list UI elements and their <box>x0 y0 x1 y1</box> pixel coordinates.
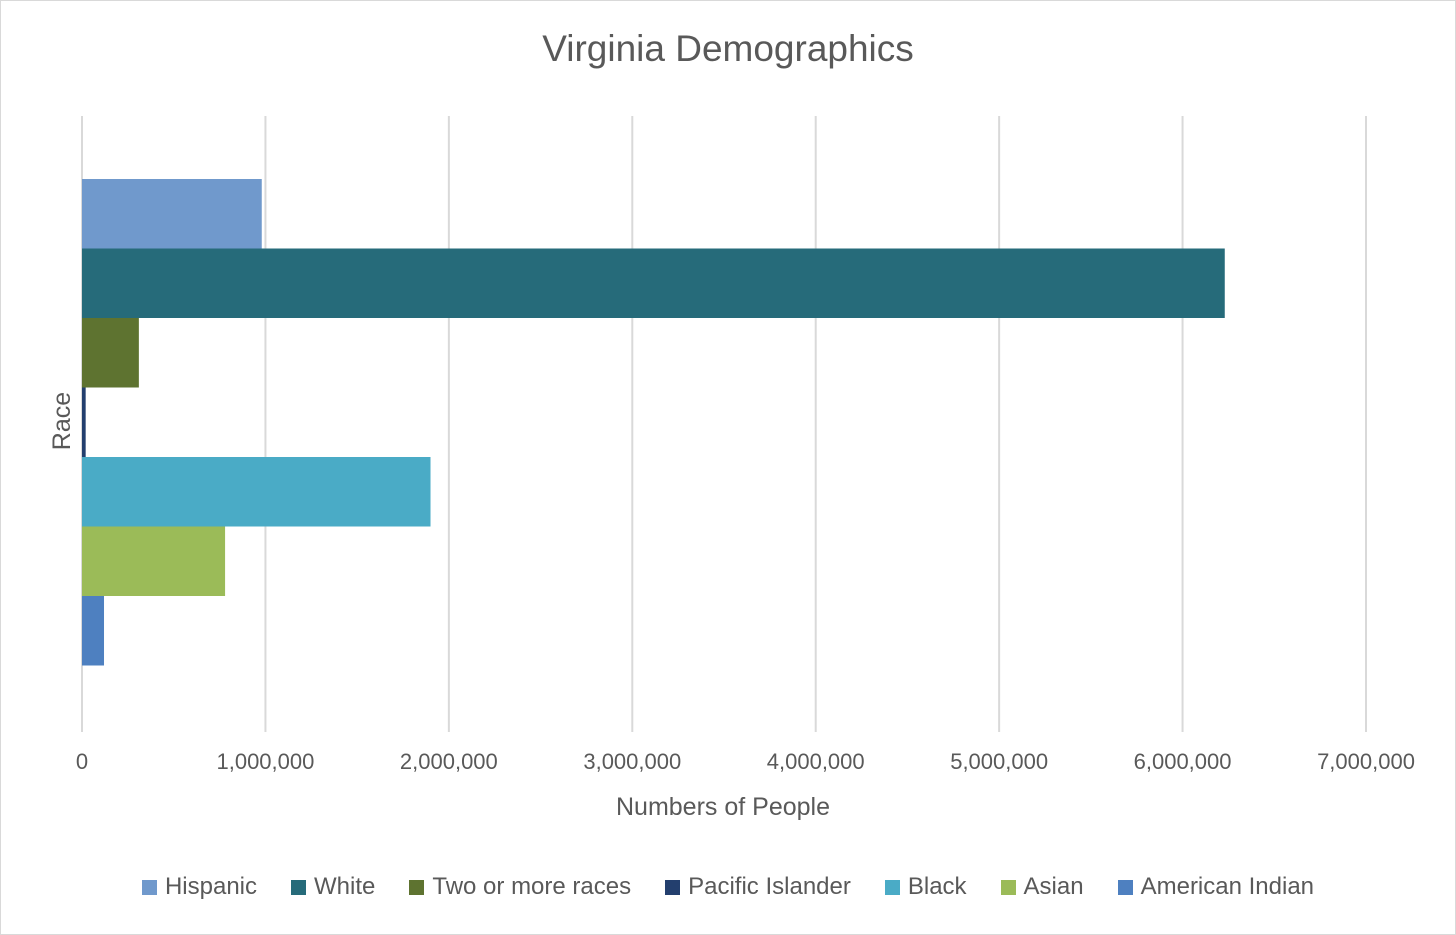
bar-pacific-islander <box>82 387 86 457</box>
chart-title: Virginia Demographics <box>542 28 914 69</box>
bar-american-indian <box>82 596 105 666</box>
bar-white <box>82 248 1225 318</box>
legend-item: Hispanic <box>141 873 258 901</box>
bar-black <box>82 457 431 527</box>
legend: Hispanic White Two or more races Pacific Is… <box>0 873 1456 901</box>
legend-item: White <box>291 873 375 901</box>
legend-item: American Indian <box>1117 873 1315 901</box>
bar-asian <box>82 526 226 596</box>
x-tick-label: 3,000,000 <box>583 749 681 774</box>
legend-swatch <box>1117 879 1133 895</box>
x-tick-label: 6,000,000 <box>1134 749 1232 774</box>
x-tick-label: 0 <box>76 749 88 774</box>
x-tick-label: 2,000,000 <box>400 749 498 774</box>
legend-swatch <box>141 879 157 895</box>
legend-item: Two or more races <box>409 873 631 901</box>
bars <box>82 179 1225 666</box>
legend-label: Asian <box>1023 873 1084 900</box>
legend-swatch <box>1000 879 1016 895</box>
x-tick-label: 4,000,000 <box>767 749 865 774</box>
legend-label: White <box>314 873 376 900</box>
y-axis-title: Race <box>48 392 76 450</box>
legend-swatch <box>884 879 900 895</box>
x-axis-title: Numbers of People <box>616 793 830 821</box>
x-tick-labels: 0 1,000,000 2,000,000 3,000,000 4,000,000 5,0… <box>76 749 1415 774</box>
legend-item: Black <box>884 873 967 901</box>
x-tick-label: 7,000,000 <box>1317 749 1415 774</box>
legend-swatch <box>665 879 681 895</box>
legend-swatch <box>291 879 307 895</box>
legend-item: Pacific Islander <box>665 873 851 901</box>
legend-item: Asian <box>1000 873 1084 901</box>
bar-hispanic <box>82 179 262 249</box>
legend-label: Black <box>907 873 967 900</box>
legend-label: Hispanic <box>164 873 258 900</box>
legend-label: American Indian <box>1140 873 1315 900</box>
gridlines <box>81 116 1367 732</box>
x-tick-label: 1,000,000 <box>216 749 314 774</box>
legend-label: Pacific Islander <box>688 873 851 900</box>
legend-label: Two or more races <box>432 873 632 900</box>
x-tick-label: 5,000,000 <box>950 749 1048 774</box>
bar-two-or-more-races <box>82 318 139 388</box>
legend-swatch <box>409 879 425 895</box>
